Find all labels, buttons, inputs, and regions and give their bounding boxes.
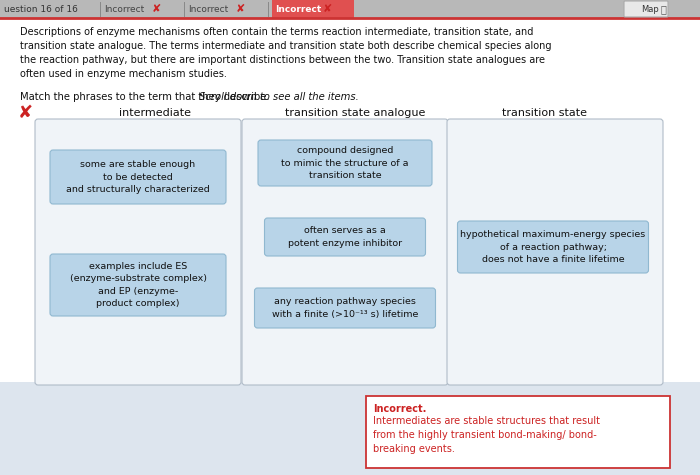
Text: ✘: ✘ (236, 4, 246, 14)
FancyBboxPatch shape (0, 382, 700, 475)
FancyBboxPatch shape (242, 119, 448, 385)
Text: Map: Map (641, 4, 659, 13)
Text: uestion 16 of 16: uestion 16 of 16 (4, 4, 78, 13)
Text: Match the phrases to the term that they describe.: Match the phrases to the term that they … (20, 92, 273, 102)
FancyBboxPatch shape (50, 254, 226, 316)
Text: Scroll down to see all the items.: Scroll down to see all the items. (199, 92, 358, 102)
Text: examples include ES
(enzyme-substrate complex)
and EP (enzyme-
product complex): examples include ES (enzyme-substrate co… (69, 262, 206, 308)
Text: intermediate: intermediate (119, 108, 191, 118)
Text: ✘: ✘ (323, 4, 332, 14)
Text: Incorrect.: Incorrect. (373, 404, 426, 414)
Text: Descriptions of enzyme mechanisms often contain the terms reaction intermediate,: Descriptions of enzyme mechanisms often … (20, 27, 552, 79)
Text: some are stable enough
to be detected
and structurally characterized: some are stable enough to be detected an… (66, 161, 210, 194)
Text: ✘: ✘ (18, 104, 33, 122)
Text: hypothetical maximum-energy species
of a reaction pathway;
does not have a finit: hypothetical maximum-energy species of a… (461, 230, 645, 264)
FancyBboxPatch shape (0, 0, 700, 18)
Text: Incorrect: Incorrect (275, 4, 321, 13)
FancyBboxPatch shape (265, 218, 426, 256)
Text: ✘: ✘ (152, 4, 162, 14)
Text: compound designed
to mimic the structure of a
transition state: compound designed to mimic the structure… (281, 146, 409, 180)
Text: Intermediates are stable structures that result
from the highly transient bond-m: Intermediates are stable structures that… (373, 416, 600, 454)
FancyBboxPatch shape (50, 150, 226, 204)
Text: Incorrect: Incorrect (188, 4, 228, 13)
Text: transition state analogue: transition state analogue (285, 108, 425, 118)
FancyBboxPatch shape (366, 396, 670, 468)
FancyBboxPatch shape (458, 221, 648, 273)
FancyBboxPatch shape (447, 119, 663, 385)
FancyBboxPatch shape (258, 140, 432, 186)
Text: often serves as a
potent enzyme inhibitor: often serves as a potent enzyme inhibito… (288, 227, 402, 247)
Text: transition state: transition state (503, 108, 587, 118)
Text: any reaction pathway species
with a finite (>10⁻¹³ s) lifetime: any reaction pathway species with a fini… (272, 297, 418, 319)
FancyBboxPatch shape (255, 288, 435, 328)
Text: ⛹: ⛹ (661, 4, 667, 14)
FancyBboxPatch shape (0, 18, 700, 398)
FancyBboxPatch shape (35, 119, 241, 385)
FancyBboxPatch shape (272, 0, 354, 18)
FancyBboxPatch shape (624, 1, 668, 17)
Text: Incorrect: Incorrect (104, 4, 144, 13)
